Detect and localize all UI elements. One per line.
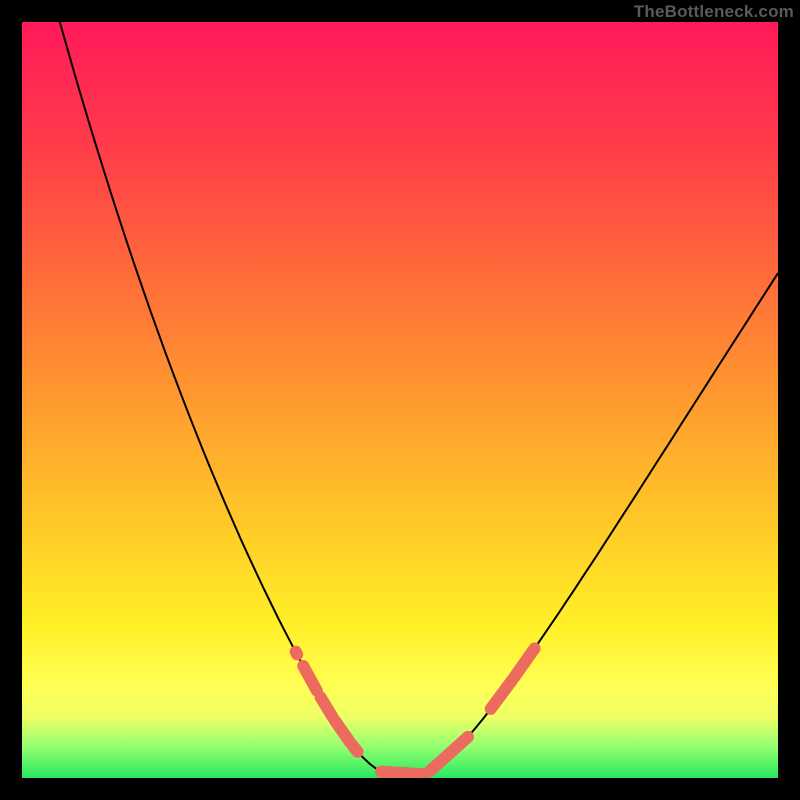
salmon-mark	[352, 745, 357, 752]
salmon-marks-group	[296, 648, 535, 774]
chart-root: TheBottleneck.com	[0, 0, 800, 800]
salmon-mark	[303, 666, 317, 691]
bottleneck-curve	[60, 22, 778, 777]
salmon-mark	[491, 680, 512, 709]
watermark-text: TheBottleneck.com	[634, 2, 794, 22]
salmon-mark	[321, 697, 332, 716]
salmon-mark	[296, 652, 298, 655]
salmon-mark	[529, 648, 535, 657]
plot-area	[22, 22, 778, 778]
salmon-mark	[430, 737, 469, 772]
salmon-mark	[381, 772, 423, 775]
salmon-mark	[334, 720, 350, 743]
curve-svg	[22, 22, 778, 778]
